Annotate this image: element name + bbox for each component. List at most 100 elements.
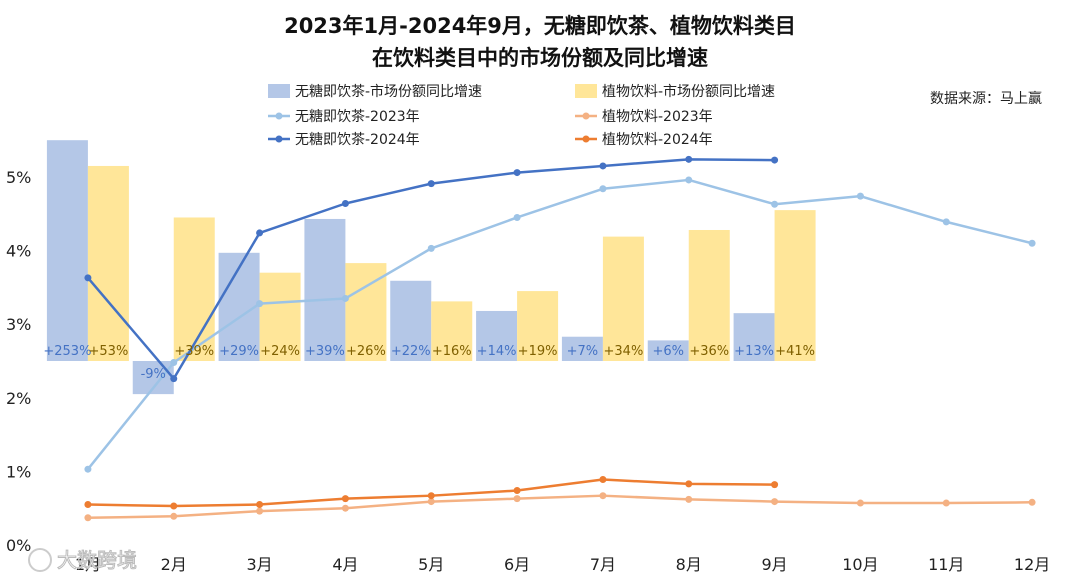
bar-plant-growth-3 (259, 272, 301, 361)
x-tick-4: 4月 (332, 555, 358, 574)
line-3-point-3 (256, 229, 264, 237)
y-tick-3: 3% (6, 315, 31, 334)
line-4-point-7 (599, 475, 607, 483)
bar-labels-layer: +253% -9% +29% +39% +22% +14% +7% +6% +13% +53% +3… (43, 344, 815, 382)
bar-label-plant-growth-5: +16% (432, 344, 472, 359)
bar-plant-growth-5 (431, 301, 473, 361)
line-2-point-10 (856, 499, 864, 507)
watermark: 大数跨境 (28, 548, 138, 573)
line-2-point-11 (942, 499, 950, 507)
line-3-point-6 (513, 169, 521, 177)
line-1-point-5 (427, 244, 435, 252)
bar-label-plant-growth-1: +53% (89, 344, 129, 359)
line-2-point-1 (84, 514, 92, 522)
legend-swatch-plant-growth (575, 84, 597, 98)
line-1-point-1 (84, 465, 92, 473)
chart-title-line2: 在饮料类目中的市场份额及同比增速 (372, 46, 708, 70)
x-tick-11: 11月 (928, 555, 964, 574)
bar-label-tea-growth-1: +253% (43, 344, 91, 359)
line-4-point-1 (84, 501, 92, 509)
bar-label-plant-growth-3: +24% (260, 344, 300, 359)
line-1-point-10 (856, 192, 864, 200)
legend: 无糖即饮茶-市场份额同比增速 植物饮料-市场份额同比增速 无糖即饮茶-2023年… (268, 83, 775, 148)
bar-tea-growth-9 (733, 313, 775, 361)
line-1-point-4 (341, 294, 349, 302)
line-1-point-6 (513, 213, 521, 221)
bar-plant-growth-1 (87, 165, 129, 361)
line-4-point-9 (771, 481, 779, 489)
x-tick-6: 6月 (504, 555, 530, 574)
legend-label-plant-growth: 植物饮料-市场份额同比增速 (602, 83, 775, 100)
watermark-logo (28, 548, 52, 572)
line-2-point-6 (513, 495, 521, 503)
bar-tea-growth-7 (561, 336, 603, 361)
x-tick-10: 10月 (842, 555, 878, 574)
bar-label-plant-growth-6: +19% (518, 344, 558, 359)
legend-swatch-tea-growth (268, 84, 290, 98)
x-tick-8: 8月 (676, 555, 702, 574)
line-2-point-7 (599, 492, 607, 500)
bar-tea-growth-5 (390, 280, 432, 361)
line-3-point-2 (170, 375, 178, 383)
bar-label-tea-growth-8: +6% (652, 344, 684, 359)
legend-label-tea-2023: 无糖即饮茶-2023年 (295, 109, 420, 125)
x-tick-9: 9月 (761, 555, 787, 574)
bar-label-plant-growth-7: +34% (604, 344, 644, 359)
line-2-point-12 (1028, 498, 1036, 506)
bar-tea-growth-8 (647, 340, 689, 361)
line-1-point-3 (256, 300, 264, 308)
legend-label-tea-2024: 无糖即饮茶-2024年 (295, 132, 420, 148)
legend-label-plant-2023: 植物饮料-2023年 (602, 109, 713, 125)
bar-label-plant-growth-4: +26% (346, 344, 386, 359)
legend-marker-plant-2024 (582, 135, 590, 143)
y-tick-4: 4% (6, 242, 31, 261)
bar-label-tea-growth-9: +13% (734, 344, 774, 359)
line-4-point-5 (427, 492, 435, 500)
line-3-point-8 (685, 155, 693, 163)
line-4-point-3 (256, 501, 264, 509)
x-tick-1: 1月 (75, 555, 101, 574)
bar-label-plant-growth-9: +41% (775, 344, 815, 359)
line-3-point-5 (427, 180, 435, 188)
line-4-point-8 (685, 480, 693, 488)
y-tick-2: 2% (6, 389, 31, 408)
chart-title-line1: 2023年1月-2024年9月，无糖即饮茶、植物饮料类目 (284, 14, 796, 38)
line-2-point-3 (256, 507, 264, 515)
x-tick-2: 2月 (161, 555, 187, 574)
bar-plant-growth-7 (602, 236, 644, 361)
bar-label-tea-growth-4: +39% (305, 344, 345, 359)
line-4-point-2 (170, 502, 178, 510)
line-2-point-8 (685, 495, 693, 503)
bar-plant-growth-6 (517, 291, 559, 361)
legend-marker-plant-2023 (582, 112, 590, 120)
y-tick-0: 0% (6, 536, 31, 555)
line-4-point-4 (341, 495, 349, 503)
bar-label-plant-growth-8: +36% (689, 344, 729, 359)
line-2-point-9 (771, 498, 779, 506)
bar-label-tea-growth-2: -9% (141, 367, 166, 382)
data-source: 数据来源：马上赢 (930, 90, 1042, 107)
bar-label-tea-growth-5: +22% (391, 344, 431, 359)
line-1-point-8 (685, 176, 693, 184)
bar-tea-growth-6 (476, 310, 518, 361)
bar-plant-growth-8 (688, 229, 730, 361)
axis-layer: 0% 1% 2% 3% 4% 5% 1月 2月 3月 4月 5月 6月 7月 8月 9月 10月 11月 12月 (6, 168, 1050, 574)
legend-marker-tea-2024 (275, 135, 283, 143)
line-4-point-6 (513, 487, 521, 495)
legend-label-plant-2024: 植物饮料-2024年 (602, 132, 713, 148)
x-tick-5: 5月 (418, 555, 444, 574)
line-1-point-7 (599, 185, 607, 193)
line-1-point-2 (170, 358, 178, 366)
line-3-point-1 (84, 274, 92, 282)
bar-label-tea-growth-6: +14% (477, 344, 517, 359)
legend-label-tea-growth: 无糖即饮茶-市场份额同比增速 (295, 83, 482, 100)
bar-label-tea-growth-7: +7% (567, 344, 599, 359)
watermark-text: 大数跨境 (57, 548, 137, 572)
bar-plant-growth-9 (774, 210, 816, 361)
line-1-point-9 (771, 200, 779, 208)
lines-layer (84, 155, 1036, 522)
x-tick-3: 3月 (246, 555, 272, 574)
bar-tea-growth-1 (46, 140, 88, 361)
bar-plant-growth-2 (173, 217, 215, 361)
